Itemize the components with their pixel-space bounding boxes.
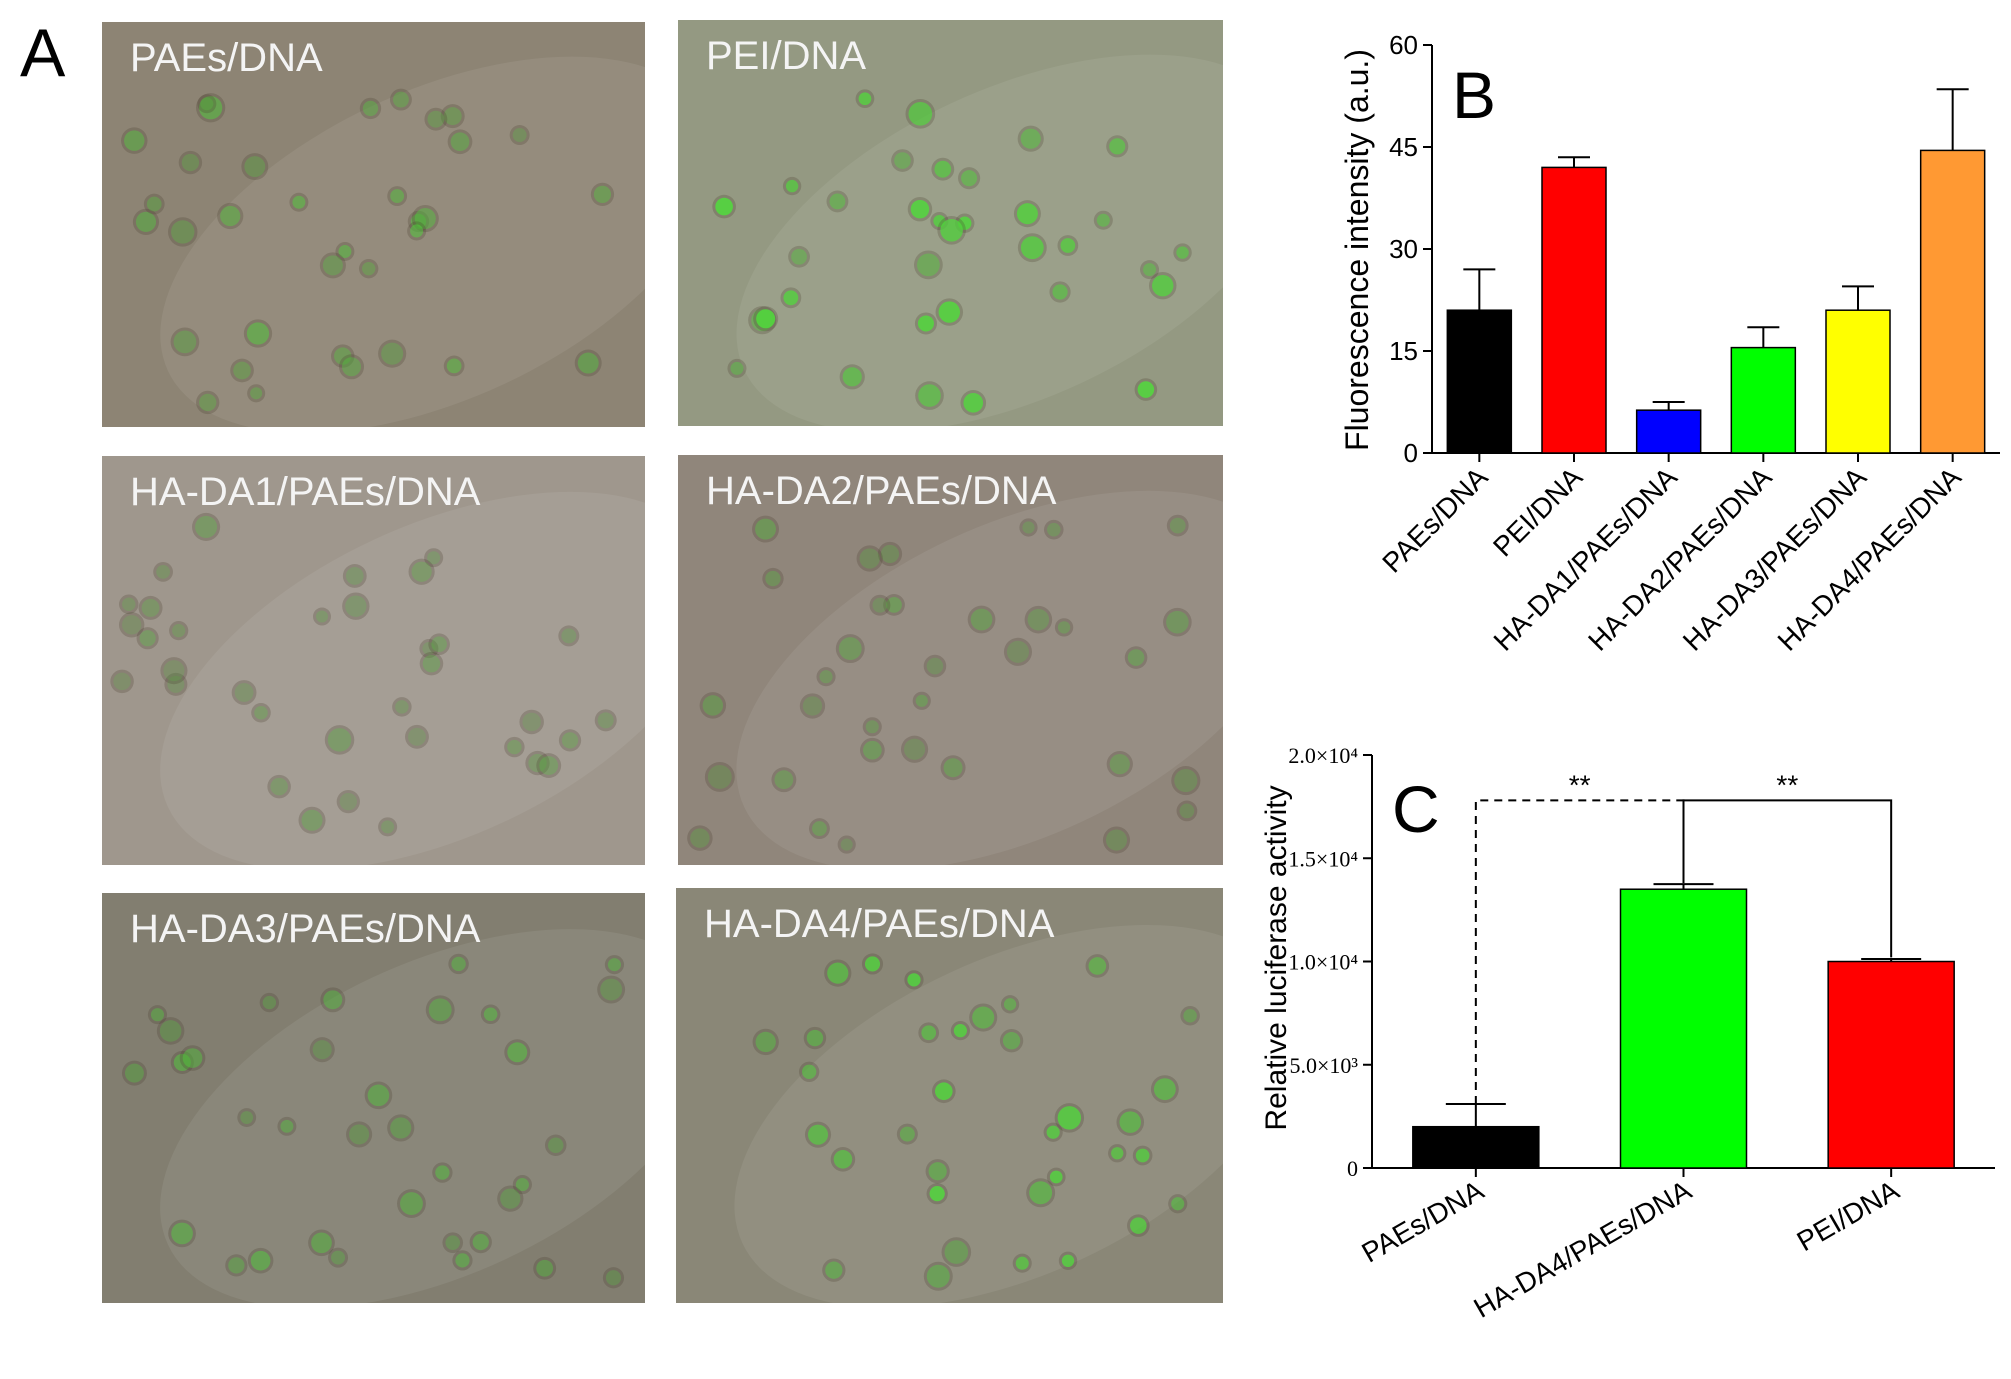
y-tick-label: 5.0×10³ (1289, 1053, 1358, 1078)
micrograph-image: PAEs/DNA (102, 22, 645, 427)
bar (1619, 888, 1748, 1169)
micrograph-label: HA-DA2/PAEs/DNA (706, 469, 1057, 513)
y-tick-label: 1.5×10⁴ (1288, 846, 1358, 871)
micrograph-label: HA-DA3/PAEs/DNA (130, 907, 481, 951)
bar (1919, 149, 1986, 454)
y-axis-label: Relative luciferase activity (1260, 785, 1293, 1130)
y-tick-label: 1.0×10⁴ (1288, 950, 1358, 975)
bar (1635, 409, 1702, 454)
panel-c-letter: C (1392, 772, 1440, 846)
y-tick-label: 2.0×10⁴ (1288, 743, 1358, 768)
x-tick-label: HA-DA4/PAEs/DNA (1469, 1174, 1697, 1324)
micrograph-image: HA-DA1/PAEs/DNA (102, 456, 645, 865)
micrograph-image: PEI/DNA (678, 20, 1223, 426)
y-tick-label: 30 (1389, 234, 1418, 264)
x-tick-label: PEI/DNA (1792, 1174, 1905, 1257)
panel-a-letter: A (20, 15, 66, 91)
micrograph-label: PAEs/DNA (130, 36, 323, 80)
micrograph-label: HA-DA4/PAEs/DNA (704, 902, 1055, 946)
x-tick-label: PAEs/DNA (1357, 1174, 1490, 1268)
y-axis-label: Fluorescence intensity (a.u.) (1339, 49, 1375, 451)
significance-marker: ** (1569, 769, 1591, 800)
y-tick-label: 60 (1389, 30, 1418, 60)
y-tick-label: 0 (1404, 438, 1418, 468)
panel-b-letter: B (1452, 58, 1496, 132)
micrograph-image: HA-DA4/PAEs/DNA (676, 888, 1223, 1303)
micrograph-label: PEI/DNA (706, 34, 867, 78)
y-tick-label: 45 (1389, 132, 1418, 162)
micrograph-image: HA-DA3/PAEs/DNA (102, 893, 645, 1303)
bar (1446, 309, 1513, 454)
micrograph-label: HA-DA1/PAEs/DNA (130, 470, 481, 514)
bar (1827, 960, 1955, 1169)
bar (1541, 166, 1607, 454)
y-tick-label: 15 (1389, 336, 1418, 366)
significance-bracket (1682, 799, 1893, 958)
bar (1412, 1125, 1540, 1169)
significance-marker: ** (1776, 769, 1798, 800)
y-tick-label: 0 (1347, 1156, 1358, 1181)
micrograph-image: HA-DA2/PAEs/DNA (678, 455, 1223, 865)
